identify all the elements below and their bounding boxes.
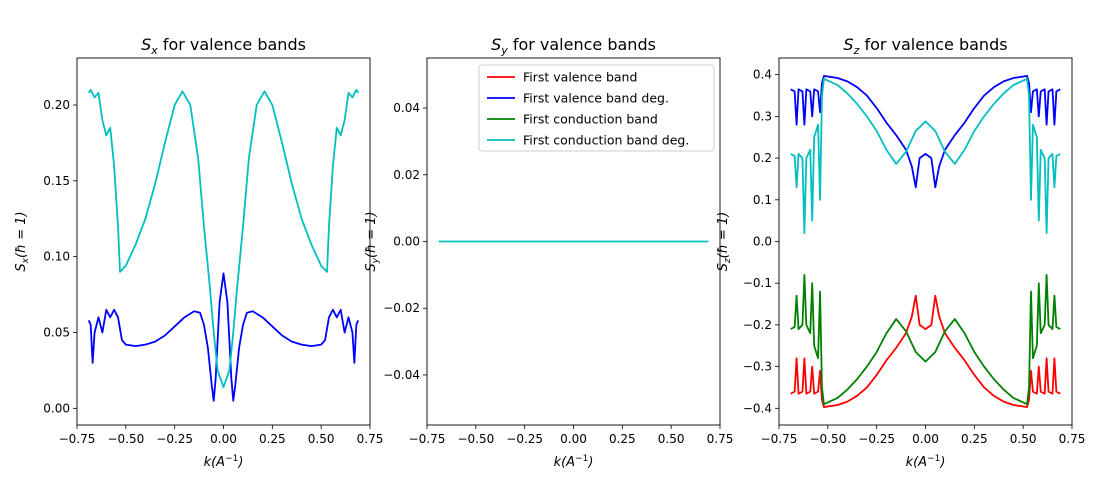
x-tick-label: −0.25 <box>858 432 895 446</box>
y-tick-label: −0.2 <box>743 318 772 332</box>
series-line-2 <box>790 77 1061 235</box>
y-tick-label: 0.3 <box>753 109 772 123</box>
y-tick-label: 0.4 <box>753 68 772 82</box>
x-tick-label: 0.75 <box>1059 432 1086 446</box>
chart-panel-3: −0.75 −0.50 −0.25 0.00 0.25 0.50 0.75 −0.4 −0.3 −… <box>716 35 1085 470</box>
x-tick-label: −0.50 <box>457 432 494 446</box>
y-tick-label: 0.10 <box>43 250 70 264</box>
x-tick-label: −0.75 <box>59 432 96 446</box>
y-tick-label: −0.3 <box>743 360 772 374</box>
x-tick-label: −0.50 <box>809 432 846 446</box>
x-tick-label: 0.00 <box>560 432 587 446</box>
x-tick-label: −0.25 <box>506 432 543 446</box>
y-tick-label: 0.15 <box>43 174 70 188</box>
series-line-1 <box>87 272 360 402</box>
x-tick-label: 0.50 <box>308 432 335 446</box>
legend-label: First conduction band deg. <box>523 133 689 148</box>
x-tick-label: 0.25 <box>609 432 636 446</box>
plot-frame <box>76 57 371 426</box>
x-axis-label: k(A−1) <box>204 454 244 470</box>
x-tick-label: −0.50 <box>107 432 144 446</box>
x-tick-label: 0.00 <box>912 432 939 446</box>
y-tick-label: 0.0 <box>753 235 772 249</box>
x-axis-label: k(A−1) <box>906 454 946 470</box>
x-tick-label: 0.00 <box>210 432 237 446</box>
chart-title: Sx for valence bands <box>141 35 306 57</box>
x-tick-label: −0.25 <box>156 432 193 446</box>
series-line-1 <box>790 75 1061 189</box>
chart-title: Sy for valence bands <box>491 35 656 57</box>
y-tick-label: 0.04 <box>393 101 420 115</box>
y-axis-label: Sy(ħ = 1) <box>364 211 381 271</box>
plot-frame <box>778 57 1073 426</box>
x-tick-label: −0.75 <box>409 432 446 446</box>
chart-panel-1: −0.75 −0.50 −0.25 0.00 0.25 0.50 0.75 0.00 0.05 0… <box>14 35 383 470</box>
x-tick-label: 0.25 <box>259 432 286 446</box>
legend-label: First conduction band <box>523 112 658 127</box>
y-axis-label: Sx(ħ = 1) <box>14 211 31 271</box>
y-tick-label: 0.00 <box>393 235 420 249</box>
x-tick-label: 0.50 <box>658 432 685 446</box>
x-tick-label: −0.75 <box>761 432 798 446</box>
chart-panel-2: −0.75 −0.50 −0.25 0.00 0.25 0.50 0.75 −0.04 −0.0… <box>364 35 733 470</box>
y-tick-label: −0.4 <box>743 401 772 415</box>
y-tick-label: 0.00 <box>43 401 70 415</box>
x-tick-label: 0.75 <box>707 432 734 446</box>
legend: First valence band First valence band deg… <box>478 64 715 152</box>
series-line-4 <box>790 273 1061 406</box>
chart-title: Sz for valence bands <box>843 35 1007 57</box>
series-line-2 <box>87 88 360 388</box>
y-tick-label: −0.1 <box>743 276 772 290</box>
y-tick-label: −0.02 <box>383 301 420 315</box>
y-tick-label: 0.05 <box>43 325 70 339</box>
y-tick-label: −0.04 <box>383 368 420 382</box>
y-tick-label: 0.02 <box>393 168 420 182</box>
y-tick-label: 0.1 <box>753 193 772 207</box>
x-axis-label: k(A−1) <box>554 454 594 470</box>
y-axis-label: Sz(ħ = 1) <box>716 212 733 272</box>
legend-box <box>478 64 715 152</box>
y-tick-label: 0.2 <box>753 151 772 165</box>
series-line-3 <box>790 294 1061 408</box>
x-tick-label: 0.75 <box>357 432 384 446</box>
x-tick-label: 0.25 <box>961 432 988 446</box>
y-tick-label: 0.20 <box>43 98 70 112</box>
legend-label: First valence band <box>523 70 637 85</box>
legend-label: First valence band deg. <box>523 91 669 106</box>
x-tick-label: 0.50 <box>1010 432 1037 446</box>
